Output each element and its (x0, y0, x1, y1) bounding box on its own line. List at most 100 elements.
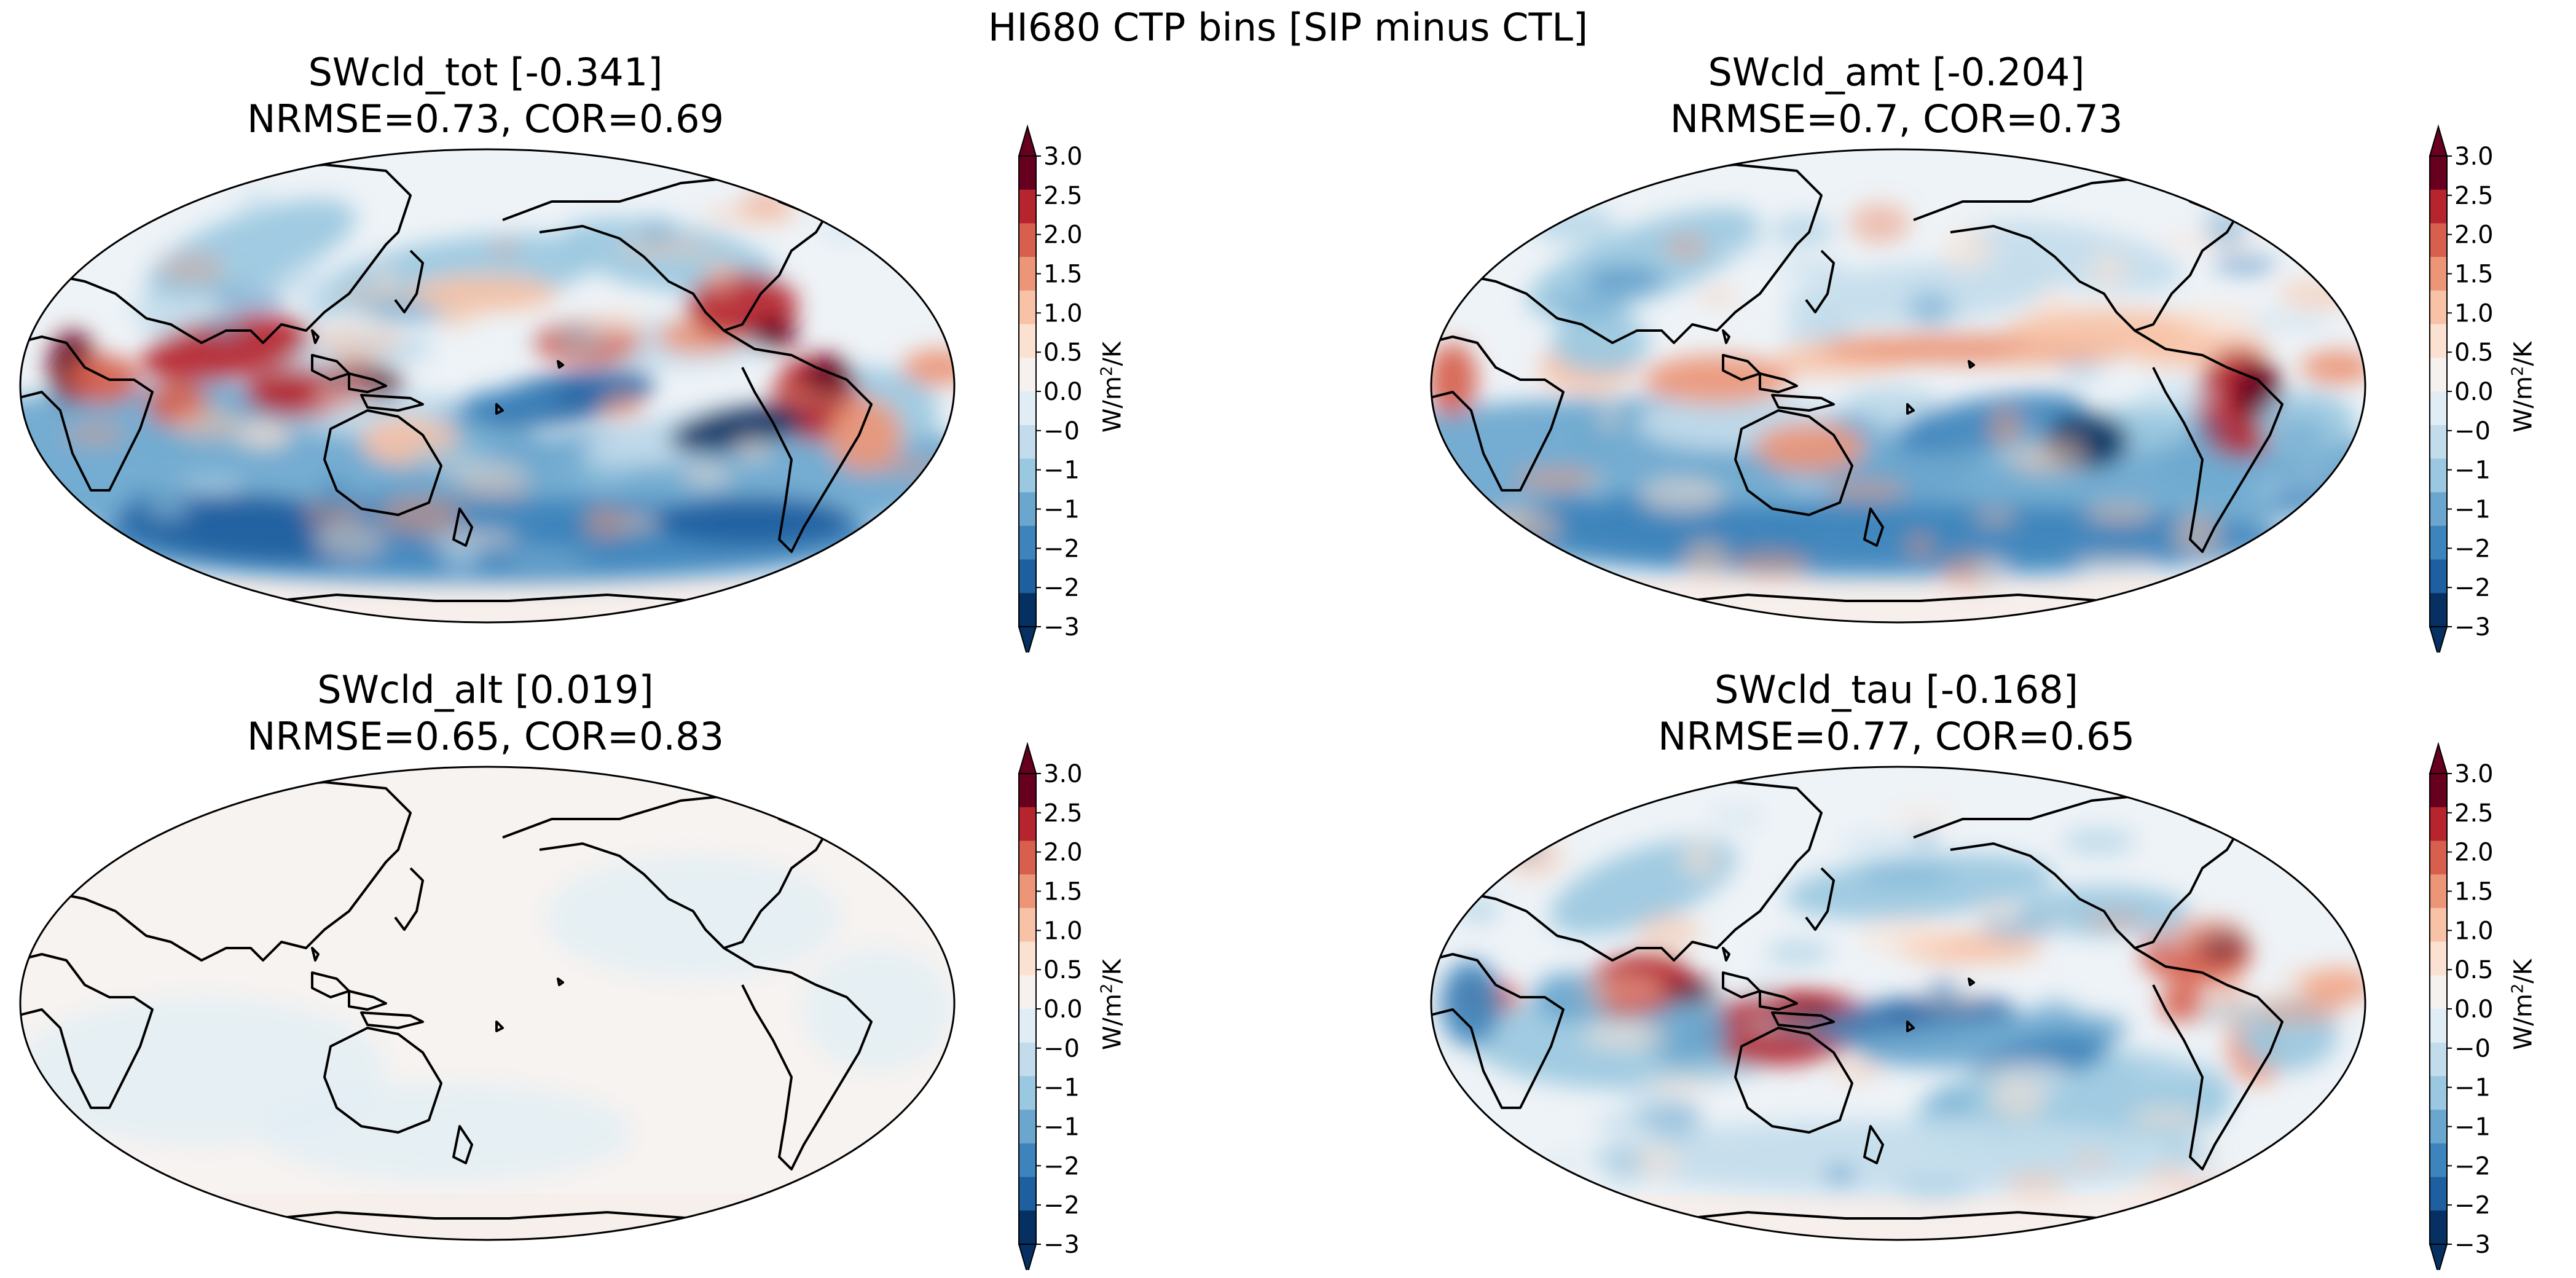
map-boundary (1430, 766, 2366, 1241)
colorbar-tick-label: 1.0 (2454, 299, 2492, 327)
field-texture-patch (246, 264, 296, 289)
colorbar-tick-label: 1.0 (1043, 299, 1082, 327)
field-texture-patch (1683, 539, 1730, 579)
field-texture-patch (2239, 313, 2334, 330)
field-texture-patch (1823, 480, 1907, 501)
field-texture-patch (1781, 320, 1854, 342)
colorbar: 3.0 2.5 2.0 1.5 1.0 0.5 0.0 −0.5 −1.0 −1.5 −2.0 −2.… (2429, 124, 2492, 653)
colorbar-segment (1019, 841, 1036, 875)
colorbar-segment (1019, 1042, 1036, 1076)
field-anomaly-patch (748, 318, 798, 349)
coastline (360, 1011, 424, 1029)
field-texture-patch (2058, 361, 2105, 381)
colorbar-segment (2430, 908, 2447, 943)
panel-stats: NRMSE=0.77, COR=0.65 (1657, 714, 2135, 759)
field-texture-patch (622, 342, 665, 371)
field-anomaly-patch (804, 948, 951, 1071)
field-texture-patch (243, 425, 290, 445)
colorbar-extend-max (2429, 124, 2448, 157)
field-texture-patch (591, 372, 651, 390)
field-texture-patch (578, 464, 631, 485)
field-texture-patch (2174, 305, 2258, 337)
field-texture-patch (2070, 1154, 2112, 1169)
field-texture-patch (2212, 189, 2299, 206)
colorbar-tick-label: −2.0 (2454, 535, 2492, 563)
colorbar-segment (2430, 807, 2447, 841)
field-texture-patch (149, 267, 240, 292)
colorbar-segment (2430, 257, 2447, 291)
panel-title: SWcld_tau [-0.168] (1714, 667, 2078, 712)
colorbar-tick-label: 1.5 (2454, 878, 2492, 906)
coastline (348, 990, 387, 1011)
field-anomaly-patch (546, 856, 841, 979)
field-texture-patch (609, 265, 647, 284)
field-anomaly-patch (1526, 208, 1760, 318)
colorbar-extend-max (1018, 742, 1037, 774)
coastline (1759, 990, 1798, 1011)
colorbar-tick-label: 2.0 (1043, 839, 1082, 867)
robinson-map (19, 148, 956, 624)
colorbar: 3.0 2.5 2.0 1.5 1.0 0.5 0.0 −0.5 −1.0 −1.5 −2.0 −2.… (2429, 742, 2492, 1270)
coastline (452, 1125, 473, 1164)
colorbar-tick-label: 0.5 (1043, 339, 1082, 367)
field-texture-patch (2129, 1059, 2221, 1078)
colorbar-tick-label: −2.0 (2454, 1152, 2492, 1180)
map-boundary (1430, 148, 2366, 624)
colorbar-tick-label: 0.5 (2454, 339, 2492, 367)
field-texture-patch (1907, 290, 1954, 327)
field-texture-patch (1581, 976, 1665, 1006)
colorbar-units-label: W/m2/K (1098, 959, 1127, 1051)
colorbar-tick-label: 0.5 (1043, 956, 1082, 984)
field-texture-patch (1850, 203, 1910, 244)
field-texture-patch (1974, 556, 2011, 587)
colorbar-segment (1019, 874, 1036, 909)
colorbar-tick-label: 0.0 (2454, 378, 2492, 406)
field-texture-patch (336, 287, 426, 304)
field-texture-patch (1906, 535, 1934, 557)
colorbar-tick-label: −1.5 (1043, 1113, 1082, 1142)
colorbar-segment (1019, 189, 1036, 224)
coastline (1722, 329, 1730, 344)
figure-title: HI680 CTP bins [SIP minus CTL] (988, 5, 1588, 50)
colorbar-segment (1019, 1110, 1036, 1144)
coastline (557, 978, 564, 986)
map-panel: SWcld_alt [0.019] NRMSE=0.65, COR=0.83 3… (0, 617, 1288, 1270)
field-texture-patch (2212, 254, 2277, 274)
field-texture-patch (1840, 834, 1929, 856)
colorbar-tick-label: −1.0 (2454, 457, 2492, 485)
field-texture-patch (434, 310, 479, 328)
coastline (1771, 394, 1835, 412)
colorbar-tick-label: −0.5 (1043, 1035, 1082, 1063)
field-texture-patch (2129, 1107, 2202, 1129)
field-texture-patch (597, 402, 646, 420)
coastline (495, 1021, 504, 1032)
coastline (394, 867, 424, 931)
coastline (323, 1027, 442, 1134)
colorbar-tick-label: −2.5 (2454, 1191, 2492, 1220)
colorbar-segment (1019, 358, 1036, 392)
field-texture-patch (1766, 940, 1831, 965)
field-texture-patch (1679, 841, 1719, 879)
field-texture-patch (2009, 450, 2091, 472)
colorbar-tick-label: −1.5 (2454, 496, 2492, 524)
field-texture-patch (1857, 917, 1952, 954)
field-texture-patch (313, 520, 386, 559)
field-anomaly-patch (2159, 985, 2209, 1022)
colorbar-segment (2430, 324, 2447, 358)
field-texture-patch (285, 261, 315, 292)
field-texture-patch (619, 514, 658, 531)
colorbar-extend-max (2429, 742, 2448, 774)
colorbar-segment (2430, 1042, 2447, 1076)
colorbar-tick-label: 1.5 (1043, 261, 1082, 289)
coastline (502, 793, 836, 949)
colorbar-tick-label: −0.5 (1043, 417, 1082, 445)
field-texture-patch (683, 465, 732, 485)
coastline (1805, 249, 1835, 313)
colorbar-tick-label: −3.0 (1043, 1231, 1082, 1259)
coastline (2134, 329, 2283, 553)
field-texture-patch (2189, 421, 2230, 437)
colorbar-tick-label: 2.0 (1043, 221, 1082, 249)
colorbar-tick-label: −1.0 (1043, 457, 1082, 485)
colorbar-segment (2430, 189, 2447, 224)
colorbar-segment (2430, 841, 2447, 875)
